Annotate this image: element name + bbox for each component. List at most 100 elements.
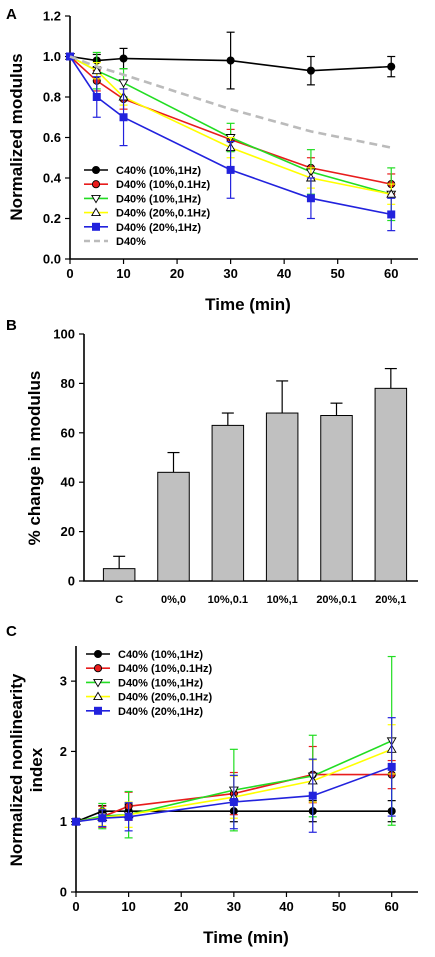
series-line-d40-10-0-1hz	[69, 55, 392, 185]
data-point-d40-20-1hz-10	[124, 812, 133, 821]
data-point-c40-10-1hz-10	[119, 54, 128, 63]
panel-letter-b: B	[6, 317, 17, 334]
legend-label: D40% (20%,1Hz)	[116, 222, 201, 234]
y-tick-label-80: 80	[61, 376, 75, 391]
legend-marker	[93, 678, 103, 688]
bar-group-10-1: 10%,1	[265, 380, 299, 606]
legend-marker	[92, 222, 101, 231]
x-tick-label-0: 0	[66, 266, 73, 281]
legend-label: D40% (20%,0.1Hz)	[118, 692, 212, 704]
data-point-d40-20-1hz-5	[92, 93, 101, 102]
panel-c: C 0 10 20 30 40 50 60 0 1 2 3 C40% (10%,1Hz) D40% (…	[6, 623, 418, 947]
axis-lines	[83, 334, 418, 582]
legend-item-d40-20-0-1hz: D40% (20%,0.1Hz)	[86, 691, 212, 704]
legend-label: D40% (10%,1Hz)	[116, 193, 201, 205]
x-tick-label-50: 50	[330, 266, 344, 281]
panel-a-axes: 0 10 20 30 40 50 60 0.0 0.2 0.4 0.6 0.8 1.0 1.2	[43, 9, 418, 281]
legend-label: D40% (10%,1Hz)	[118, 677, 203, 689]
x-tick-label-40: 40	[277, 266, 291, 281]
panel-c-x-axis-label: Time (min)	[203, 928, 289, 947]
panel-a-plot	[65, 31, 397, 232]
panel-c-axes: 0 10 20 30 40 50 60 0 1 2 3	[60, 646, 418, 914]
data-point-c40-10-1hz-45	[306, 66, 315, 75]
x-tick-label-60: 60	[384, 899, 398, 914]
bar-group-0-0: 0%,0	[157, 451, 190, 606]
category-label-20-0-1: 20%,0.1	[316, 594, 356, 606]
legend-marker	[94, 706, 103, 715]
x-tick-label-10: 10	[121, 899, 135, 914]
bar-group-20-1: 20%,1	[374, 367, 408, 606]
y-tick-label-60: 60	[61, 425, 75, 440]
panel-b: B 0 20 40 60 80 100 C 0%,0 10%,0.1 10%,1 20%,0.1 2…	[6, 317, 418, 606]
panel-a-x-axis-label: Time (min)	[205, 295, 291, 314]
legend-marker	[93, 649, 103, 659]
x-tick-label-50: 50	[332, 899, 346, 914]
panel-c-y-axis-label-line1: Normalized nonlinearity	[7, 673, 26, 866]
legend-item-d40-20-1hz: D40% (20%,1Hz)	[84, 222, 201, 234]
bar-10-0-1	[211, 424, 245, 582]
bar-20-0-1	[320, 415, 353, 582]
series-line-d40-20-0-1hz	[69, 55, 392, 195]
data-point-d40-20-1hz-5	[98, 814, 107, 823]
x-tick-label-10: 10	[116, 266, 130, 281]
series-d40-20-1hz	[72, 717, 396, 833]
data-point-d40-20-1hz-30	[229, 798, 238, 807]
data-point-d40-20-0-1hz-5	[91, 65, 102, 75]
y-tick-label-2: 2	[60, 744, 67, 759]
data-point-c40-10-1hz-60	[387, 62, 396, 71]
y-tick-label-0-4: 0.4	[43, 171, 62, 186]
legend-item-d40-20-1hz: D40% (20%,1Hz)	[86, 706, 203, 718]
legend-marker	[91, 207, 101, 217]
y-tick-label-3: 3	[60, 674, 67, 689]
bar-group-10-0-1: 10%,0.1	[208, 412, 248, 606]
legend-item-d40-10-0-1hz: D40% (10%,0.1Hz)	[86, 663, 212, 675]
bar-group-c: C	[102, 555, 136, 606]
panel-letter-a: A	[6, 6, 17, 23]
data-point-d40-20-1hz-60	[387, 762, 396, 771]
series-line-d40	[69, 55, 392, 149]
bar-c	[102, 568, 136, 582]
legend-label: C40% (10%,1Hz)	[116, 165, 201, 177]
y-tick-label-0-2: 0.2	[43, 211, 61, 226]
legend-label: C40% (10%,1Hz)	[118, 649, 203, 661]
legend-label: D40% (10%,0.1Hz)	[116, 179, 210, 191]
legend-label: D40% (20%,0.1Hz)	[116, 208, 210, 220]
x-tick-label-0: 0	[72, 899, 79, 914]
category-label-10-1: 10%,1	[267, 594, 298, 606]
bar-0-0	[157, 471, 190, 582]
panel-a-legend: C40% (10%,1Hz) D40% (10%,0.1Hz) D40% (10%,…	[84, 165, 210, 248]
panel-b-y-axis-label: % change in modulus	[25, 371, 44, 546]
data-point-c40-10-1hz-30	[226, 56, 235, 65]
y-tick-label-40: 40	[61, 475, 75, 490]
legend-item-c40-10-1hz: C40% (10%,1Hz)	[84, 165, 201, 177]
y-tick-label-1-0: 1.0	[43, 49, 61, 64]
legend-item-c40-10-1hz: C40% (10%,1Hz)	[86, 649, 203, 661]
legend-label: D40% (10%,0.1Hz)	[118, 663, 212, 675]
x-tick-label-30: 30	[227, 899, 241, 914]
y-tick-label-0-8: 0.8	[43, 90, 61, 105]
x-tick-label-60: 60	[384, 266, 398, 281]
panel-letter-c: C	[6, 623, 17, 640]
series-line-d40-10-1hz	[75, 740, 393, 823]
series-line-d40-20-1hz	[75, 766, 392, 823]
bar-group-20-0-1: 20%,0.1	[316, 402, 357, 606]
legend-marker	[91, 165, 101, 175]
legend-item-d40-20-0-1hz: D40% (20%,0.1Hz)	[84, 207, 210, 220]
legend-item-d40-10-0-1hz: D40% (10%,0.1Hz)	[84, 179, 210, 191]
y-tick-label-100: 100	[53, 327, 75, 342]
panel-c-plot	[71, 655, 397, 839]
panel-a: A 0 10 20 30 40 50 60 0.0 0.2 0.4 0.6 0.8 1.0 1.2 C40…	[6, 6, 418, 314]
series-d40	[69, 55, 392, 149]
data-point-d40-20-1hz-10	[119, 113, 128, 122]
y-tick-label-0: 0	[60, 885, 67, 900]
legend-marker	[91, 194, 101, 204]
data-point-d40-20-1hz-30	[226, 165, 235, 174]
legend-item-d40: D40%	[84, 236, 146, 248]
series-c40-10-1hz	[65, 31, 396, 90]
y-tick-label-20: 20	[61, 524, 75, 539]
panel-a-y-axis-label: Normalized modulus	[7, 53, 26, 220]
category-label-20-1: 20%,1	[375, 594, 406, 606]
legend-label: D40%	[116, 236, 146, 248]
category-label-0-0: 0%,0	[161, 594, 186, 606]
